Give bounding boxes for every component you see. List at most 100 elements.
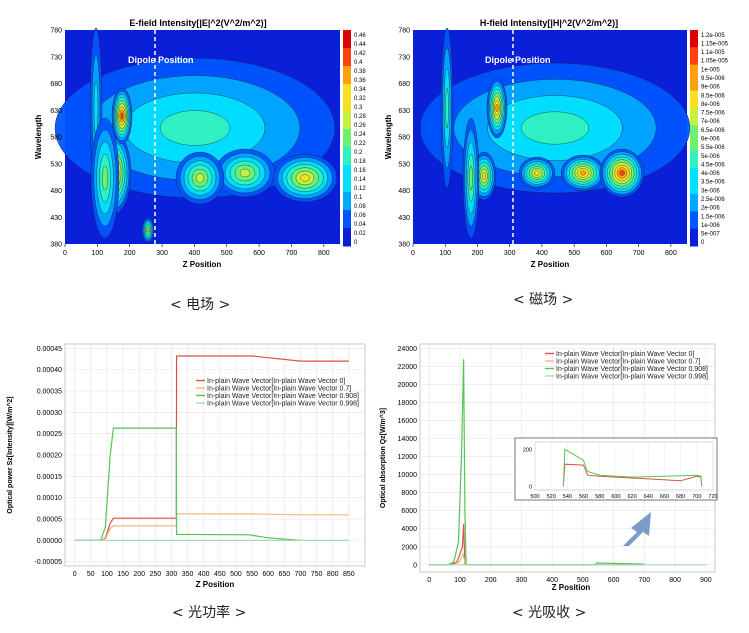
- h-colorbar-label: 1.05e-005: [701, 59, 729, 65]
- h-colorbar-swatch: [690, 176, 698, 187]
- h-colorbar-label: 6e-006: [701, 137, 720, 143]
- inset-y-tick-label: 200: [523, 447, 532, 453]
- series-line-2: [74, 427, 301, 541]
- e-colorbar-label: 0.14: [354, 177, 366, 183]
- x-tick-label: 100: [101, 571, 113, 578]
- contour-region: [495, 104, 499, 112]
- e-field-x-tick-label: 200: [124, 250, 136, 257]
- e-field-y-tick-label: 480: [50, 188, 62, 195]
- h-colorbar-label: 9e-006: [701, 85, 720, 91]
- e-colorbar-swatch: [343, 66, 351, 76]
- e-colorbar-swatch: [343, 147, 351, 157]
- e-field-y-tick-label: 780: [50, 28, 62, 35]
- e-colorbar-label: 0.22: [354, 141, 366, 147]
- e-field-y-ticks: 780 730 680 630 580 530 480 430 380: [50, 28, 62, 249]
- e-colorbar-swatch: [343, 210, 351, 220]
- h-field-y-tick-label: 730: [398, 54, 410, 61]
- legend-entry: In-plain Wave Vector[In-plain Wave Vecto…: [556, 351, 694, 358]
- h-colorbar-swatch: [690, 237, 698, 247]
- x-tick-label: 450: [214, 571, 226, 578]
- e-colorbar-label: 0.06: [354, 213, 366, 219]
- e-colorbar-swatch: [343, 138, 351, 148]
- caption-e-field: < 电场 >: [170, 297, 231, 313]
- optical-power-x-label: Z Position: [196, 580, 235, 589]
- e-field-plot-area: Dipole Position: [54, 27, 340, 244]
- e-colorbar-swatch: [343, 30, 351, 40]
- h-field-x-tick-label: 500: [568, 250, 580, 257]
- h-field-y-tick-label: 480: [398, 188, 410, 195]
- y-tick-label: 14000: [398, 436, 418, 443]
- h-colorbar-label: 1.5e-006: [701, 214, 725, 220]
- y-tick-label: 0.00035: [37, 388, 62, 395]
- e-field-y-tick-label: 430: [50, 215, 62, 222]
- inset-x-tick-label: 720: [708, 494, 717, 500]
- y-tick-label: 0.00045: [37, 346, 62, 353]
- e-field-x-tick-label: 800: [318, 250, 330, 257]
- e-field-x-tick-label: 400: [189, 250, 201, 257]
- h-field-heatmap-panel: H-field Intensity[|H|^2(V^2/m^2)] Dipole…: [384, 18, 729, 269]
- h-colorbar-label: 1.15e-005: [701, 41, 729, 47]
- x-tick-label: 600: [608, 577, 620, 584]
- x-tick-label: 50: [87, 571, 95, 578]
- y-tick-label: 0.00040: [37, 367, 62, 374]
- inset-plot-area: [534, 441, 714, 491]
- x-tick-label: 500: [577, 577, 589, 584]
- optical-power-x-ticks: 0 50 100 150 200 250 300 350 400 450 500 550 600 650 7…: [73, 571, 355, 578]
- h-colorbar-swatch: [690, 220, 698, 230]
- h-colorbar-label: 3.5e-006: [701, 180, 725, 186]
- x-tick-label: 800: [669, 577, 681, 584]
- x-tick-label: 400: [546, 577, 558, 584]
- h-colorbar-swatch: [690, 90, 698, 100]
- h-colorbar-swatch: [690, 116, 698, 126]
- h-field-x-tick-label: 400: [536, 250, 548, 257]
- h-colorbar-swatch: [690, 81, 698, 91]
- e-colorbar-swatch: [343, 84, 351, 94]
- e-colorbar-swatch: [343, 201, 351, 211]
- legend-entry: In-plain Wave Vector[In-plain Wave Vecto…: [207, 401, 359, 408]
- inset-y-tick-label: 0: [529, 484, 532, 490]
- x-tick-label: 100: [454, 577, 466, 584]
- y-tick-label: 0.00015: [37, 474, 62, 481]
- dipole-position-label: Dipole Position: [485, 55, 551, 65]
- legend-entry: In-plain Wave Vector[In-plain Wave Vecto…: [207, 386, 351, 393]
- h-field-x-ticks: 0 100 200 300 400 500 600 700 800: [411, 244, 677, 257]
- h-colorbar-label: 9.5e-006: [701, 76, 725, 82]
- contour-region: [159, 110, 231, 146]
- inset-x-tick-label: 680: [676, 494, 685, 500]
- h-field-x-tick-label: 700: [633, 250, 645, 257]
- e-field-title: E-field Intensity[|E|^2(V^2/m^2)]: [129, 18, 266, 28]
- h-colorbar-swatch: [690, 73, 698, 83]
- x-tick-label: 800: [327, 571, 339, 578]
- e-field-x-tick-label: 0: [63, 250, 67, 257]
- x-tick-label: 550: [246, 571, 258, 578]
- inset-series-line-1: [562, 448, 703, 487]
- h-field-y-tick-label: 780: [398, 28, 410, 35]
- y-tick-label: 6000: [401, 508, 417, 515]
- x-tick-label: 600: [262, 571, 274, 578]
- e-field-colorbar: 0.46 0.44 0.42 0.4 0.38 0.36 0.34 0.32 0.3 0.28 0.…: [343, 30, 366, 247]
- h-colorbar-label: 1.1e-005: [701, 50, 725, 56]
- e-colorbar-label: 0.2: [354, 150, 363, 156]
- contour-region: [469, 165, 473, 191]
- y-tick-label: 0.00025: [37, 431, 62, 438]
- x-tick-label: 500: [230, 571, 242, 578]
- h-colorbar-swatch: [690, 185, 698, 195]
- y-tick-label: 10000: [398, 472, 418, 479]
- h-field-y-ticks: 780 730 680 630 580 530 480 430 380: [398, 28, 410, 249]
- h-field-y-tick-label: 380: [398, 242, 410, 249]
- optical-absorption-y-label: Optical absorption Qz[W/m^3]: [379, 408, 387, 508]
- h-colorbar-swatch: [690, 47, 698, 57]
- optical-absorption-chart: 0 100 200 300 400 500 600 700 800 900 24000 22000 2…: [379, 343, 718, 592]
- e-colorbar-swatch: [343, 228, 351, 238]
- h-colorbar-label: 6.5e-006: [701, 128, 725, 134]
- contour-region: [300, 174, 310, 182]
- x-tick-label: 300: [166, 571, 178, 578]
- optical-absorption-y-ticks: 2400022000200001800016000140001200010000…: [398, 346, 418, 569]
- x-tick-label: 0: [427, 577, 431, 584]
- x-tick-label: 250: [149, 571, 161, 578]
- y-tick-label: 16000: [398, 418, 418, 425]
- y-tick-label: 2000: [401, 544, 417, 551]
- h-field-y-tick-label: 580: [398, 135, 410, 142]
- e-colorbar-label: 0.18: [354, 159, 366, 165]
- dipole-position-label: Dipole Position: [128, 55, 194, 65]
